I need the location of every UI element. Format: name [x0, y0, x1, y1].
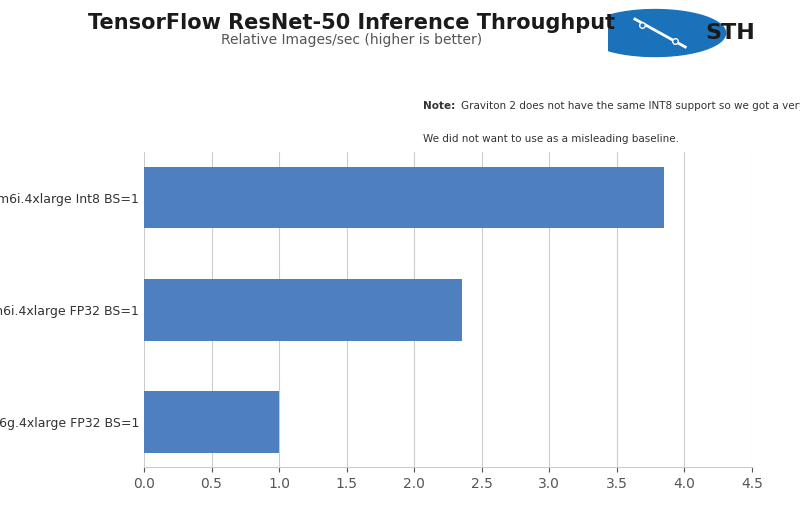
Bar [144, 167, 664, 229]
Text: STH: STH [706, 23, 755, 43]
Text: Graviton 2 does not have the same INT8 support so we got a very poor result.: Graviton 2 does not have the same INT8 s… [461, 101, 800, 111]
Bar [144, 279, 462, 341]
Bar [144, 391, 279, 453]
Text: Relative Images/sec (higher is better): Relative Images/sec (higher is better) [222, 33, 482, 47]
Text: TensorFlow ResNet-50 Inference Throughput: TensorFlow ResNet-50 Inference Throughpu… [89, 13, 615, 33]
Text: Note:: Note: [423, 101, 455, 111]
Text: We did not want to use as a misleading baseline.: We did not want to use as a misleading b… [423, 134, 679, 144]
Polygon shape [585, 10, 726, 56]
